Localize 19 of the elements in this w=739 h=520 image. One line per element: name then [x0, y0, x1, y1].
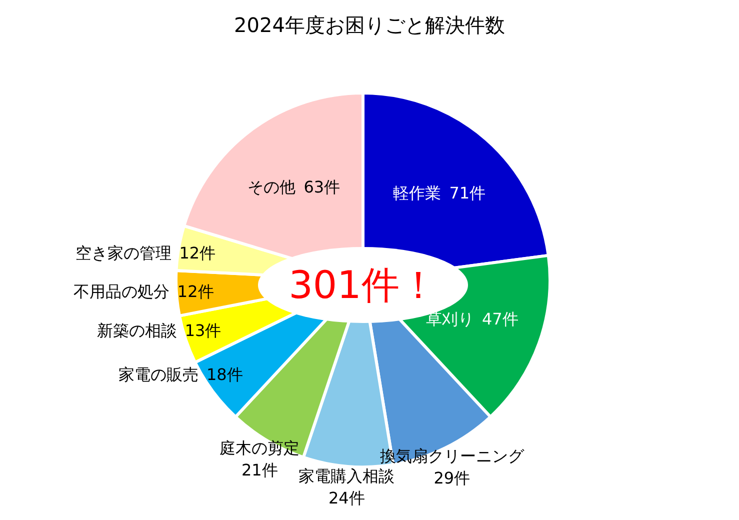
- slice-label: 家電購入相談: [298, 466, 395, 486]
- text: 301件！: [288, 263, 438, 307]
- slice-label: その他: [248, 177, 296, 196]
- slice-label: 空き家の管理: [75, 243, 172, 262]
- slice-label: 不用品の処分: [73, 282, 170, 301]
- data-label: 13件: [184, 321, 222, 340]
- data-label: 63件: [304, 177, 340, 196]
- data-label: 21件: [241, 460, 278, 480]
- chart-title: 2024年度お困りごと解決件数: [234, 13, 505, 37]
- data-label: 12件: [179, 243, 216, 262]
- data-label: 18件: [206, 365, 243, 384]
- slice-label: 新築の相談: [96, 321, 177, 340]
- data-label: 47件: [482, 310, 518, 329]
- slice-label: 家電の販売: [118, 365, 199, 384]
- data-label: 24件: [328, 488, 365, 508]
- data-label: 71件: [449, 183, 486, 202]
- data-label: 12件: [177, 282, 214, 301]
- data-label: 29件: [434, 468, 470, 488]
- slice-label: 軽作業: [393, 183, 442, 202]
